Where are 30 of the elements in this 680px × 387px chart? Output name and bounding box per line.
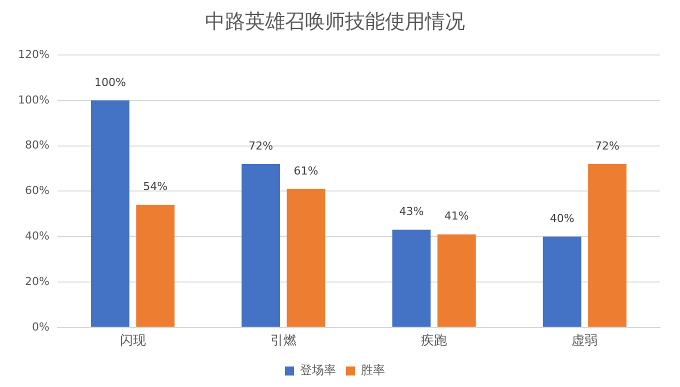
data-label: 72% [248,139,274,152]
x-tick-label: 引燃 [270,334,296,349]
y-tick-label: 80% [24,138,50,152]
bar [542,236,582,327]
data-label: 41% [444,210,469,223]
y-tick-label: 0% [32,320,50,334]
data-label: 61% [294,164,318,178]
x-tick-label: 闪现 [120,334,146,349]
y-tick-label: 20% [24,274,50,288]
y-tick-label: 40% [24,229,50,242]
data-label: 72% [595,139,620,152]
bar [90,100,130,327]
chart-title: 中路英雄召唤师技能使用情况 [205,9,465,34]
bar [242,164,280,327]
bar [136,204,175,327]
bar [392,230,431,327]
data-label: 100% [94,76,126,89]
bar [437,234,476,327]
y-tick-label: 60% [24,184,50,198]
y-tick-label: 100% [18,93,50,106]
x-tick-label: 疾跑 [421,334,448,349]
data-label: 43% [399,205,424,218]
legend-label: 胜率 [361,363,385,378]
x-tick-label: 虚弱 [572,334,598,349]
bar [588,164,626,327]
data-label: 40% [550,212,574,225]
legend-label: 登场率 [300,363,336,378]
y-tick-label: 120% [18,48,50,61]
data-label: 54% [143,180,168,194]
bar [286,188,326,327]
